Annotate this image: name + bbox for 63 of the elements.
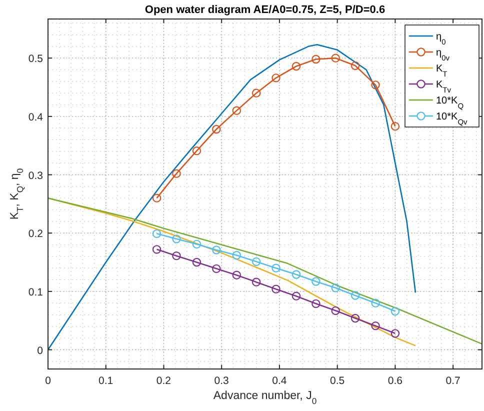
point (350, 291, 360, 300)
point (292, 62, 301, 71)
point (252, 88, 261, 98)
x-tick-label: 0.3 (214, 375, 230, 387)
point (371, 321, 380, 330)
y-tick-label: 0.4 (28, 111, 44, 124)
point (390, 122, 400, 131)
x-tick-label: 0.5 (330, 375, 345, 387)
x-tick-label: 0.1 (98, 375, 114, 387)
y-tick-label: 0.3 (28, 170, 44, 182)
point (331, 306, 340, 316)
point (172, 251, 181, 260)
point (371, 298, 380, 308)
y-tick-label: 0.2 (28, 228, 44, 240)
point (312, 54, 320, 64)
legend-label: K$_{T}$ (436, 64, 448, 78)
x-tick-label: 0.7 (446, 375, 461, 387)
legend-label: 10*K$_{Qv}$ (436, 112, 468, 126)
point (371, 80, 380, 90)
line-series (47, 44, 416, 350)
line-series (47, 197, 483, 345)
point (390, 306, 400, 316)
point (252, 278, 261, 286)
legend-label: K$_{Tv}$ (436, 80, 452, 94)
point (272, 74, 280, 82)
x-tick-label: 0.2 (156, 375, 172, 387)
x-tick-label: 0 (45, 375, 52, 387)
legend-label: 10*K$_{Q}$ (436, 96, 464, 110)
y-tick-label: 0 (37, 344, 44, 357)
point (172, 234, 181, 244)
point (212, 246, 221, 254)
point (252, 257, 261, 266)
point (212, 264, 221, 274)
point (232, 106, 241, 115)
legend-label: η$_{0v}$ (436, 48, 450, 62)
point (192, 258, 202, 267)
point (152, 194, 162, 202)
chart-title: Open water diagram AE/A0=0.75, Z=5, P/D=0.6 (144, 4, 386, 16)
point (292, 270, 301, 279)
point (192, 146, 202, 156)
x-tick-label: 0.6 (388, 375, 403, 387)
point (331, 284, 340, 292)
point (390, 329, 400, 338)
point (292, 292, 301, 300)
legend-label: η$_{0}$ (436, 32, 446, 46)
point (152, 245, 162, 254)
point (272, 264, 280, 272)
point (232, 270, 241, 280)
point (350, 314, 360, 323)
y-tick-label: 0.5 (28, 53, 44, 66)
point (350, 61, 360, 70)
point (272, 284, 280, 294)
point (192, 240, 202, 249)
point (232, 250, 241, 260)
point (172, 169, 181, 178)
point (152, 229, 162, 238)
point (212, 124, 221, 134)
point (312, 277, 320, 286)
y-tick-label: 0.1 (28, 286, 44, 298)
x-axis-title: Advance number, J$_{0}$ (213, 390, 317, 406)
point (331, 54, 340, 62)
x-tick-label: 0.4 (272, 375, 287, 387)
point (312, 299, 320, 308)
